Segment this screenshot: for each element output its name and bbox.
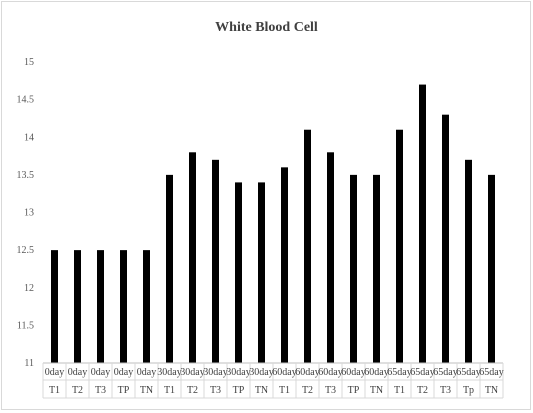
y-tick-label: 13 (24, 208, 34, 219)
x-tick-label-day: 0day (45, 367, 64, 378)
x-tick-label-group: T1 (164, 385, 175, 396)
bar (51, 250, 58, 363)
bar (189, 152, 196, 363)
x-tick-label-day: 30day (157, 367, 181, 378)
x-tick-label-day: 65day (410, 367, 434, 378)
bar (304, 129, 311, 363)
y-tick-label: 11 (24, 358, 34, 369)
x-tick-label-day: 0day (68, 367, 87, 378)
bar (327, 152, 334, 363)
y-axis-ticks: 11 11.5 12 12.5 13 13.5 14 14.5 15 (17, 57, 35, 369)
x-tick-label-day: 0day (91, 367, 110, 378)
x-tick-label-group: TN (255, 385, 268, 396)
x-tick-label-day: 60day (295, 367, 319, 378)
x-tick-label-day: 30day (180, 367, 204, 378)
x-tick-label-day: 65day (387, 367, 411, 378)
bar (120, 250, 127, 363)
x-tick-label-day: 30day (249, 367, 273, 378)
bar (143, 250, 150, 363)
bar (442, 114, 449, 363)
bar (212, 159, 219, 363)
x-tick-label-group: T1 (394, 385, 405, 396)
bar (396, 129, 403, 363)
x-tick-label-day: 30day (226, 367, 250, 378)
x-tick-label-day: 30day (203, 367, 227, 378)
x-tick-label-group: TP (118, 385, 130, 396)
y-tick-label: 12.5 (17, 245, 35, 256)
x-tick-label-day: 65day (433, 367, 457, 378)
bar (258, 182, 265, 363)
x-tick-label-day: 60day (364, 367, 388, 378)
x-axis: 0day T1 0day T2 0day T3 0day TP 0day TN 30day T1 30d… (42, 362, 504, 399)
chart-title: White Blood Cell (215, 20, 318, 35)
x-tick-label-day: 60day (318, 367, 342, 378)
y-tick-label: 14.5 (17, 95, 35, 106)
x-tick-label-group: TP (348, 385, 360, 396)
x-tick-label-group: T3 (95, 385, 106, 396)
x-tick-label-day: 65day (456, 367, 480, 378)
x-tick-label-group: T1 (49, 385, 60, 396)
x-tick-label-group: T3 (325, 385, 336, 396)
x-tick-label-group: TN (140, 385, 153, 396)
x-tick-label-group: TP (233, 385, 245, 396)
bar (97, 250, 104, 363)
x-tick-label-group: T2 (72, 385, 83, 396)
bar (281, 167, 288, 363)
bar (350, 174, 357, 363)
y-tick-label: 12 (24, 283, 34, 294)
bar (166, 174, 173, 363)
x-tick-label-day: 0day (114, 367, 133, 378)
bar (465, 159, 472, 363)
bar (235, 182, 242, 363)
x-tick-label-day: 60day (272, 367, 296, 378)
x-tick-label-group: T3 (440, 385, 451, 396)
y-tick-label: 14 (24, 132, 34, 143)
x-tick-label-group: T2 (417, 385, 428, 396)
x-tick-label-day: 60day (341, 367, 365, 378)
x-tick-label-group: TN (485, 385, 498, 396)
bar (488, 174, 495, 363)
x-tick-label-group: TN (370, 385, 383, 396)
x-tick-label-group: T2 (187, 385, 198, 396)
x-tick-label-group: T2 (302, 385, 313, 396)
x-tick-label-group: T1 (279, 385, 290, 396)
x-tick-label-day: 65day (479, 367, 503, 378)
bar (419, 84, 426, 363)
bar (373, 174, 380, 363)
y-tick-label: 15 (24, 57, 34, 68)
y-tick-label: 11.5 (17, 320, 34, 331)
x-tick-label-group: T3 (210, 385, 221, 396)
y-tick-label: 13.5 (17, 170, 35, 181)
bar-series (51, 84, 495, 363)
x-tick-label-group: Tp (463, 385, 474, 396)
x-tick-label-day: 0day (137, 367, 156, 378)
bar (74, 250, 81, 363)
